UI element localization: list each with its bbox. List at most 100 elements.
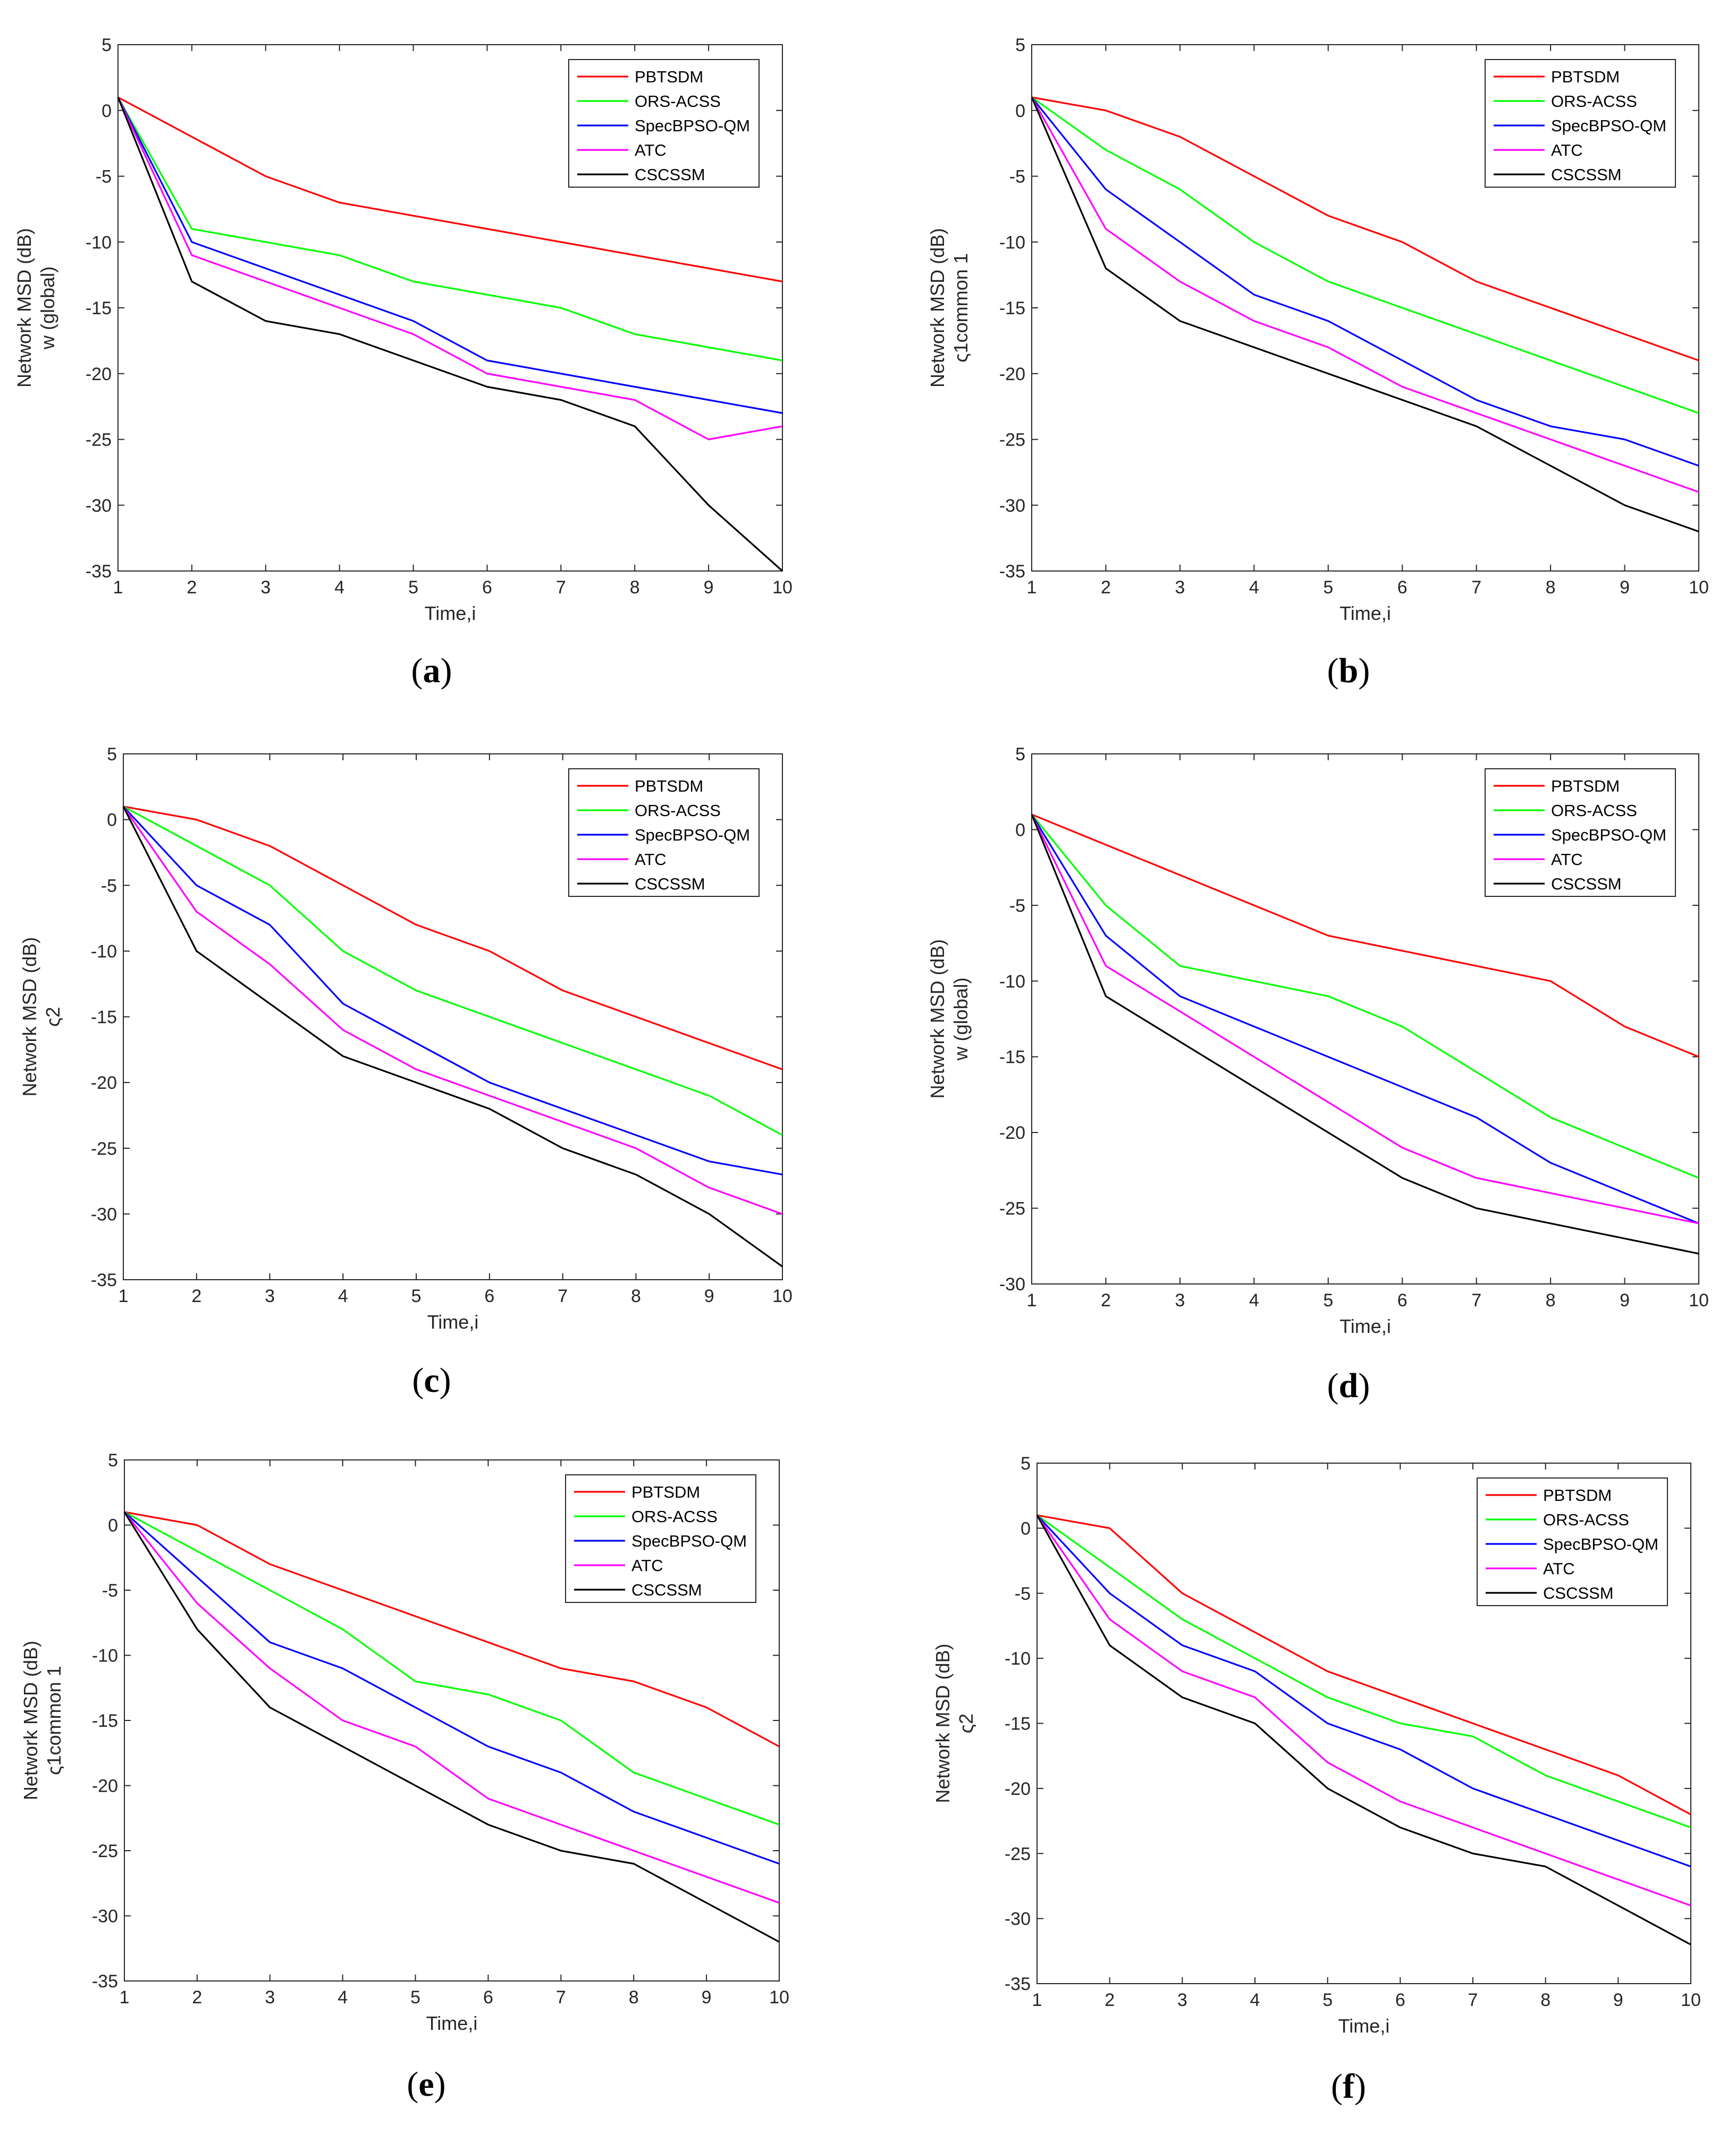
- y-axis-label: Network MSD (dB)w (global): [926, 939, 972, 1098]
- y-tick-label: -35: [92, 1971, 118, 1992]
- panel-caption-close: ): [1358, 651, 1370, 690]
- legend: PBTSDM ORS-ACSS SpecBPSO-QM ATC CSCSSM: [565, 1474, 756, 1603]
- y-tick-label: -20: [1005, 1779, 1031, 1799]
- y-axis-label-line2: ς1common 1: [950, 253, 972, 362]
- legend-box: [1477, 1477, 1668, 1606]
- legend-item: ATC: [1486, 1559, 1575, 1578]
- series-line-cscssm: [123, 1512, 780, 1943]
- panel-caption-letter: c: [424, 1361, 439, 1400]
- x-tick-label: 5: [1322, 1990, 1333, 2010]
- x-tick-label: 10: [769, 1987, 789, 2008]
- y-tick-label: -15: [92, 1711, 118, 1731]
- x-tick-label: 9: [704, 577, 714, 598]
- y-tick-label: 0: [1015, 101, 1025, 121]
- x-tick-label: 10: [772, 577, 793, 598]
- legend-box: [568, 59, 760, 188]
- y-tick-label: -10: [91, 942, 117, 962]
- panel-caption-close: ): [440, 1361, 451, 1400]
- panel-caption-letter: d: [1339, 1366, 1359, 1405]
- y-tick-label: -25: [999, 430, 1025, 450]
- legend-label: ATC: [1551, 141, 1583, 159]
- x-tick-label: 10: [1689, 577, 1709, 598]
- x-tick-label: 1: [1032, 1990, 1042, 2010]
- legend-item: PBTSDM: [577, 777, 703, 795]
- panel-caption-close: ): [1354, 2067, 1366, 2106]
- legend-label: SpecBPSO-QM: [1551, 826, 1666, 844]
- legend-item: ATC: [1494, 141, 1583, 159]
- x-tick-label: 1: [119, 1286, 129, 1306]
- legend-label: ATC: [631, 1556, 663, 1575]
- x-tick-label: 3: [1175, 577, 1185, 598]
- x-axis-label: Time,i: [1338, 2015, 1390, 2037]
- x-axis-label: Time,i: [427, 1311, 479, 1333]
- y-tick-label: -10: [92, 1646, 118, 1666]
- series-line-pbtsdm: [1036, 1514, 1691, 1816]
- legend-item: CSCSSM: [574, 1581, 702, 1599]
- panel-caption-open: (: [1327, 1366, 1339, 1405]
- x-tick-label: 7: [556, 577, 566, 598]
- x-tick-label: 3: [1175, 1290, 1185, 1311]
- legend-item: ATC: [1494, 850, 1583, 869]
- y-tick-label: 0: [1021, 1518, 1031, 1539]
- legend-label: ORS-ACSS: [1551, 801, 1637, 820]
- legend-label: ATC: [1543, 1559, 1575, 1578]
- y-tick-label: -35: [86, 561, 112, 582]
- legend-label: SpecBPSO-QM: [1551, 116, 1666, 135]
- y-tick-label: -25: [86, 430, 112, 450]
- legend-box: [1485, 768, 1676, 897]
- y-tick-label: -20: [999, 1123, 1025, 1143]
- y-axis-label-line1: Network MSD (dB): [932, 1643, 954, 1803]
- y-axis-label-line1: Network MSD (dB): [926, 939, 948, 1098]
- y-tick-label: -10: [999, 232, 1025, 253]
- y-axis-label-line2: w (global): [950, 977, 972, 1061]
- x-tick-label: 4: [338, 1987, 348, 2008]
- legend-label: ATC: [635, 850, 667, 869]
- panel-caption-open: (: [407, 2065, 418, 2104]
- y-tick-label: -20: [91, 1073, 117, 1093]
- legend: PBTSDM ORS-ACSS SpecBPSO-QM ATC CSCSSM: [1485, 59, 1676, 188]
- legend-item: CSCSSM: [1494, 165, 1622, 184]
- panel-caption-open: (: [1327, 651, 1339, 690]
- panel-caption-letter: b: [1339, 651, 1359, 690]
- y-axis-label-line2: w (global): [37, 266, 58, 350]
- x-axis-label: Time,i: [426, 2012, 478, 2034]
- legend-item: CSCSSM: [1486, 1584, 1614, 1602]
- x-tick-label: 8: [630, 577, 640, 598]
- x-tick-label: 2: [192, 1987, 202, 2008]
- x-tick-label: 8: [1540, 1990, 1550, 2010]
- x-tick-label: 1: [1027, 577, 1037, 598]
- panel-caption: (e): [407, 2065, 445, 2104]
- legend: PBTSDM ORS-ACSS SpecBPSO-QM ATC CSCSSM: [1485, 768, 1676, 897]
- x-tick-label: 6: [1397, 577, 1408, 598]
- legend-item: PBTSDM: [577, 68, 703, 86]
- series-line-pbtsdm: [1031, 813, 1699, 1058]
- y-tick-label: 5: [1021, 1454, 1031, 1474]
- series-line-specbpso-qm: [1031, 814, 1699, 1224]
- legend-label: ORS-ACSS: [1543, 1510, 1629, 1529]
- legend-box: [565, 1474, 756, 1603]
- legend-item: SpecBPSO-QM: [1494, 116, 1666, 135]
- x-tick-label: 5: [1323, 1290, 1333, 1311]
- series-line-pbtsdm: [117, 96, 783, 283]
- x-tick-label: 7: [556, 1987, 566, 2008]
- x-axis-label: Time,i: [1339, 1315, 1391, 1337]
- y-tick-label: 0: [108, 1516, 118, 1536]
- x-tick-label: 1: [1027, 1290, 1037, 1311]
- x-tick-label: 9: [704, 1286, 714, 1306]
- chart-panel-b: 1 2 3 4 5 6 7 8 9 10 5 0 -5 -10 -15 -20 -25 -30 -35 Time,i N…: [926, 35, 1709, 690]
- legend-item: ORS-ACSS: [1486, 1510, 1629, 1529]
- y-tick-label: -25: [999, 1199, 1025, 1219]
- legend-label: SpecBPSO-QM: [635, 116, 750, 135]
- series-line-pbtsdm: [1031, 96, 1699, 362]
- x-tick-label: 8: [629, 1987, 639, 2008]
- panel-caption-open: (: [411, 651, 423, 690]
- series-line-specbpso-qm: [117, 97, 783, 414]
- x-tick-label: 7: [558, 1286, 568, 1306]
- series-line-ors-acss: [124, 1511, 780, 1826]
- legend-item: ORS-ACSS: [1494, 801, 1637, 820]
- x-tick-label: 2: [1105, 1990, 1115, 2010]
- y-tick-label: -25: [92, 1841, 118, 1861]
- legend-label: PBTSDM: [635, 68, 703, 86]
- y-tick-label: -20: [86, 364, 112, 384]
- legend-label: ORS-ACSS: [635, 92, 721, 111]
